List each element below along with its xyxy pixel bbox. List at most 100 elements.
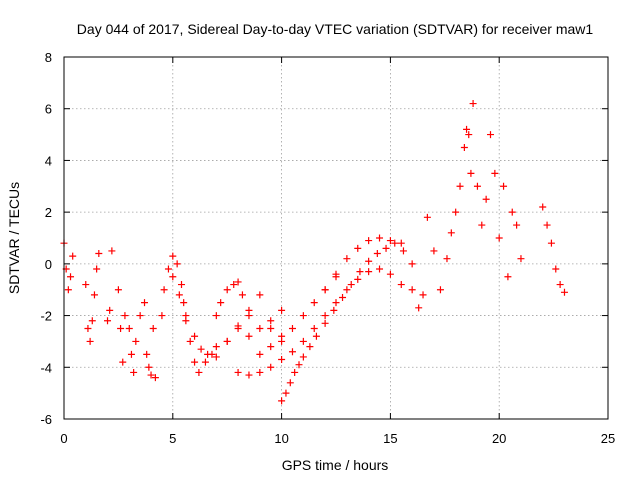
data-point — [267, 325, 275, 332]
data-point — [543, 221, 551, 229]
series-5 — [212, 278, 286, 358]
data-point — [121, 312, 129, 320]
data-point — [95, 250, 103, 258]
data-point — [234, 278, 242, 286]
data-point — [500, 182, 508, 190]
data-point — [117, 325, 125, 332]
data-point — [286, 379, 294, 387]
data-point — [339, 293, 347, 301]
grid-lines — [64, 57, 608, 419]
data-point — [443, 255, 451, 263]
data-point — [201, 358, 209, 366]
data-point — [106, 306, 114, 314]
data-point — [408, 286, 416, 294]
data-point — [160, 286, 168, 294]
data-point — [306, 343, 314, 351]
data-point — [278, 332, 286, 340]
data-point — [332, 299, 340, 307]
data-point — [93, 265, 101, 273]
x-tick-label: 15 — [383, 431, 397, 446]
data-point — [245, 306, 253, 314]
data-point — [473, 182, 481, 190]
y-axis-title: SDTVAR / TECUs — [6, 182, 22, 294]
data-point — [321, 286, 329, 294]
data-point — [376, 234, 384, 242]
series-4 — [169, 273, 340, 361]
data-point — [469, 100, 477, 108]
data-point — [141, 299, 149, 307]
data-point — [365, 237, 373, 245]
data-point — [125, 325, 133, 332]
data-point — [136, 312, 144, 320]
data-point — [513, 221, 521, 229]
data-point — [478, 221, 486, 229]
data-point — [419, 291, 427, 299]
data-point — [423, 213, 431, 221]
data-point — [67, 273, 75, 281]
data-point — [391, 239, 399, 247]
y-tick-label: 8 — [45, 50, 52, 65]
data-point — [312, 332, 320, 340]
data-point — [178, 281, 186, 289]
series-9 — [415, 100, 486, 312]
data-point — [238, 291, 246, 299]
x-tick-label: 5 — [169, 431, 176, 446]
data-point — [278, 356, 286, 364]
data-point — [180, 299, 188, 307]
data-point — [397, 281, 405, 289]
data-point — [108, 247, 116, 255]
data-point — [491, 169, 499, 177]
data-point — [376, 265, 384, 273]
plot-area-border — [63, 56, 609, 420]
y-tick-label: -6 — [40, 412, 52, 427]
data-point — [373, 250, 381, 258]
data-point — [182, 312, 190, 320]
data-point — [212, 312, 220, 320]
data-point — [119, 358, 127, 366]
data-point — [539, 203, 547, 211]
data-point — [447, 229, 455, 237]
data-point — [556, 281, 564, 289]
y-tick-label: 6 — [45, 102, 52, 117]
data-point — [245, 332, 253, 340]
data-point — [267, 317, 275, 325]
x-tick-label: 20 — [492, 431, 506, 446]
data-point — [158, 312, 166, 320]
data-point — [143, 350, 151, 358]
y-tick-label: 0 — [45, 257, 52, 272]
data-point — [436, 286, 444, 294]
data-point — [69, 252, 77, 260]
data-point — [463, 125, 471, 133]
series-6 — [234, 265, 416, 379]
data-point — [343, 255, 351, 263]
data-point — [256, 325, 264, 332]
data-point — [299, 337, 307, 345]
data-point — [467, 169, 475, 177]
data-point — [365, 268, 373, 276]
x-tick-labels: 0 5 10 15 20 25 — [60, 431, 615, 446]
data-point — [456, 182, 464, 190]
data-point — [310, 325, 318, 332]
data-point — [64, 286, 72, 294]
data-point — [547, 239, 555, 247]
data-point — [332, 270, 340, 278]
data-point — [354, 275, 362, 283]
data-point — [356, 268, 364, 276]
y-tick-labels: -6 -4 -2 0 2 4 6 8 — [40, 50, 52, 427]
data-point — [295, 361, 303, 369]
x-axis-title: GPS time / hours — [282, 457, 389, 473]
data-point — [169, 273, 177, 281]
data-point — [86, 337, 94, 345]
data-point — [164, 265, 172, 273]
data-point — [495, 234, 503, 242]
data-point — [282, 389, 290, 397]
data-point — [130, 368, 138, 376]
data-point — [504, 273, 512, 281]
data-point — [460, 144, 468, 151]
data-point — [204, 350, 212, 358]
data-point — [114, 286, 122, 294]
data-point — [223, 286, 231, 294]
data-point — [299, 312, 307, 320]
series-7 — [278, 239, 416, 405]
